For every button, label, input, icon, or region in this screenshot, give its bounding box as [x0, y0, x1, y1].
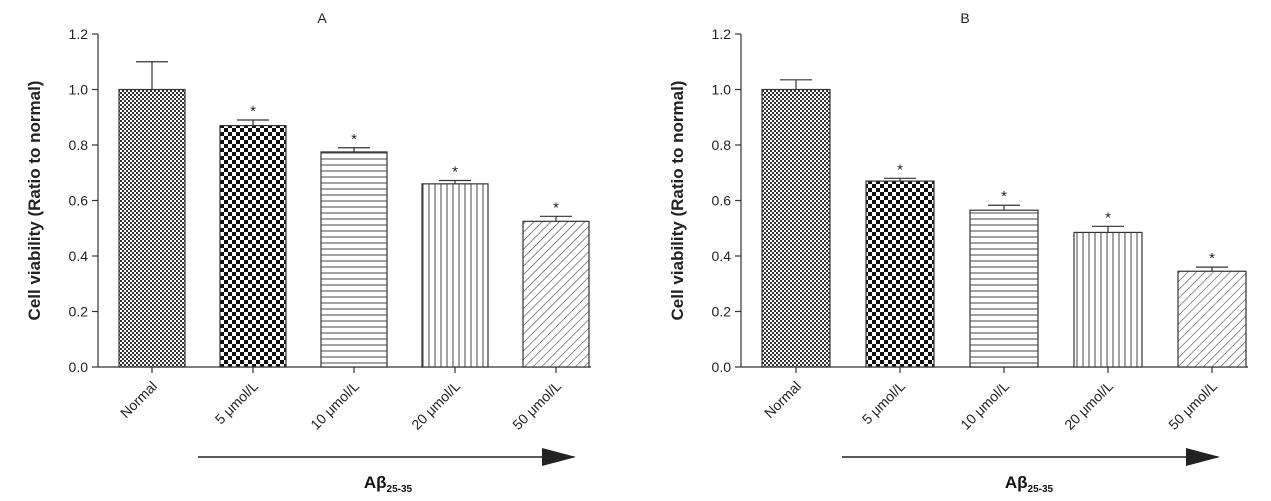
x-tick-label: 20 μmol/L: [1061, 378, 1116, 433]
y-tick-label: 0.2: [712, 304, 732, 320]
significance-marker: *: [1001, 188, 1007, 205]
y-axis-label: Cell viability (Ratio to normal): [668, 81, 687, 321]
bar: [219, 124, 287, 368]
panel-title: B: [960, 10, 969, 26]
significance-marker: *: [1209, 250, 1215, 267]
significance-marker: *: [897, 161, 903, 178]
x-tick-label: 10 μmol/L: [307, 378, 362, 433]
significance-marker: *: [452, 164, 458, 181]
y-tick-label: 0.2: [69, 304, 89, 320]
x-axis-label-main: Aβ: [364, 473, 387, 492]
bar: [761, 88, 831, 368]
y-tick-label: 0.8: [69, 137, 89, 153]
x-axis-label: Aβ25-35: [1005, 473, 1054, 495]
significance-marker: *: [553, 199, 559, 216]
y-tick-label: 1.0: [712, 82, 732, 98]
significance-marker: *: [250, 103, 256, 120]
bar: [969, 209, 1039, 368]
y-tick-label: 0.0: [69, 359, 89, 375]
x-tick-label: 50 μmol/L: [1165, 378, 1220, 433]
y-tick-label: 0.0: [712, 359, 732, 375]
y-axis-label: Cell viability (Ratio to normal): [25, 81, 44, 321]
x-tick-label: Normal: [761, 378, 804, 421]
panel-b: B 0.0 0.2 0.4 0.6 0.8 1.0 1.2 Cell viability (Ra…: [668, 10, 1248, 495]
y-tick-label: 1.0: [69, 82, 89, 98]
x-axis-label-main: Aβ: [1005, 473, 1028, 492]
y-tick-label: 0.8: [712, 137, 732, 153]
y-tick-label: 0.4: [712, 248, 732, 264]
x-tick-label: 5 μmol/L: [859, 378, 909, 428]
bar: [865, 180, 935, 368]
bar: [118, 88, 186, 368]
y-tick-label: 0.6: [69, 193, 89, 209]
bar: [1073, 231, 1143, 368]
bar: [421, 183, 489, 368]
x-tick-label: Normal: [117, 378, 160, 421]
x-axis-label: Aβ25-35: [364, 473, 413, 495]
significance-marker: *: [351, 131, 357, 148]
panel-a: A 0.0 0.2 0.4 0.6 0.8 1.0 1.2 Cell viability (Ra…: [25, 10, 591, 495]
panel-title: A: [317, 10, 327, 26]
x-tick-label: 50 μmol/L: [509, 378, 564, 433]
bar: [522, 220, 590, 368]
y-tick-label: 0.4: [69, 248, 89, 264]
x-tick-label: 20 μmol/L: [408, 378, 463, 433]
y-tick-label: 1.2: [712, 26, 732, 42]
bar: [1177, 270, 1247, 368]
y-tick-label: 0.6: [712, 193, 732, 209]
x-tick-label: 5 μmol/L: [212, 378, 262, 428]
x-axis-label-subscript: 25-35: [1028, 484, 1054, 495]
x-tick-label: 10 μmol/L: [957, 378, 1012, 433]
bar: [320, 151, 388, 368]
x-axis-label-subscript: 25-35: [387, 484, 413, 495]
y-tick-label: 1.2: [69, 26, 89, 42]
significance-marker: *: [1105, 209, 1111, 226]
